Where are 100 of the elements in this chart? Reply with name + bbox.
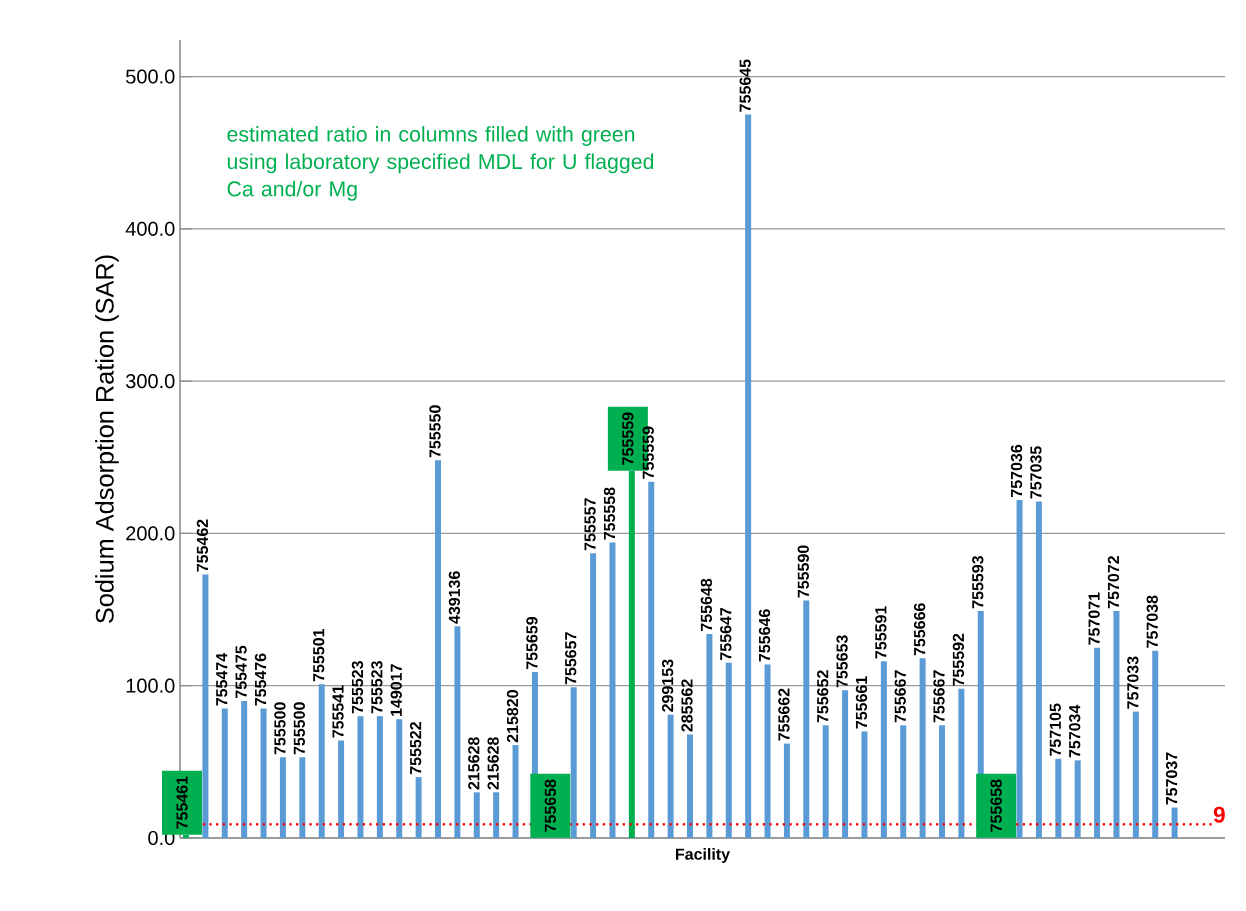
x-tick-label: 755661 [855,676,868,729]
bar [648,481,655,838]
bar [880,661,887,838]
x-tick-label: 439136 [448,571,461,624]
x-tick-label: 755593 [972,556,984,609]
bar [512,745,519,838]
bar [221,708,228,838]
bar [260,708,267,838]
x-tick-label: 215820 [506,690,519,743]
bar [609,542,616,838]
x-tick-label: 755474 [216,653,228,706]
x-tick-label: 757038 [1146,595,1158,648]
bar [725,662,732,838]
x-tick-label: 757034 [1069,704,1081,758]
bar [1094,647,1101,838]
x-tick-label: 755592 [952,633,965,686]
bar [493,792,500,838]
bar [376,716,383,838]
x-tick-label: 755559 [642,426,654,479]
x-tick-label: 755462 [196,519,209,572]
x-tick-label: 755645 [739,59,751,112]
x-tick-label: 757071 [1088,592,1100,645]
bar [783,743,790,838]
bar [1074,760,1081,838]
x-tick-label: 755523 [371,661,383,714]
y-tick-label: 500.0 [126,69,175,84]
x-tick-label: 757037 [1165,752,1178,805]
bar [299,757,306,838]
bar [861,731,868,838]
ref-line-label: 9 [1213,806,1225,823]
x-tick-label: 755559 [622,412,634,465]
x-tick-label: 755667 [933,670,945,723]
x-tick-label: 755558 [603,487,616,540]
x-tick-label: 755500 [274,702,286,755]
bar [279,757,286,838]
x-tick-label: 755667 [894,670,906,723]
x-tick-label: 757036 [1010,444,1023,497]
x-tick-label: 755658 [990,779,1002,832]
x-tick-label: 755501 [313,628,325,682]
x-tick-label: 149017 [390,664,402,716]
bar [1152,650,1159,838]
bar [842,690,849,838]
bar [919,658,926,838]
bar [241,700,248,838]
bar [202,574,209,838]
bar [396,719,403,838]
bar [435,460,442,838]
x-tick-label: 755550 [429,405,441,458]
x-tick-label: 755461 [176,776,188,829]
x-tick-label: 755500 [293,702,305,755]
y-axis-title: Sodium Adsorption Ration (SAR) [95,255,119,623]
x-tick-label: 755659 [526,616,538,670]
y-tick-label: 400.0 [125,221,175,236]
x-tick-label: 755657 [565,632,577,685]
x-tick-label: 757035 [1030,446,1042,499]
bar [822,725,829,838]
x-axis-title: Facility [676,848,730,863]
bar [939,725,945,838]
x-tick-label: 755648 [700,578,713,631]
bar [1016,499,1023,838]
bar [803,600,810,838]
bar [1055,758,1062,838]
x-tick-label: 215628 [468,737,480,790]
x-tick-label: 755591 [875,606,887,659]
bar [415,777,422,838]
x-tick-label: 757072 [1107,556,1120,609]
x-tick-label: 299153 [661,659,674,712]
bar [706,633,713,838]
x-tick-label: 755658 [544,779,556,832]
x-tick-label: 755653 [836,635,848,688]
x-tick-label: 755476 [254,653,267,706]
bar [454,626,461,838]
x-tick-label: 757105 [1049,703,1061,756]
x-tick-label: 755647 [720,607,732,660]
bar [318,684,325,838]
bar [900,725,907,838]
x-tick-label: 755541 [332,685,344,738]
x-tick-label: 755662 [778,688,790,741]
x-tick-label: 755646 [758,609,771,662]
x-tick-label: 755590 [797,545,809,598]
y-tick-label: 100.0 [126,678,175,693]
x-tick-label: 285562 [681,679,693,732]
bar [1132,711,1139,838]
x-tick-label: 757033 [1127,656,1139,709]
x-tick-label: 755557 [584,498,596,551]
bar [764,664,771,838]
y-tick-label: 300.0 [126,374,175,389]
bar [570,687,577,838]
bar [590,553,597,838]
bar [958,688,965,838]
bar [667,714,674,838]
x-tick-label: 755522 [409,722,422,775]
bar [357,716,364,838]
x-tick-label: 755475 [235,645,247,698]
y-tick-label: 200.0 [126,526,175,541]
bar [473,792,480,838]
x-tick-label: 215628 [487,737,499,790]
bar [745,114,752,838]
bar [1171,807,1178,838]
annotation: estimated ratio in columns filled with green using laboratory specified MDL for U flagged Ca and/or Mg [227,126,654,201]
